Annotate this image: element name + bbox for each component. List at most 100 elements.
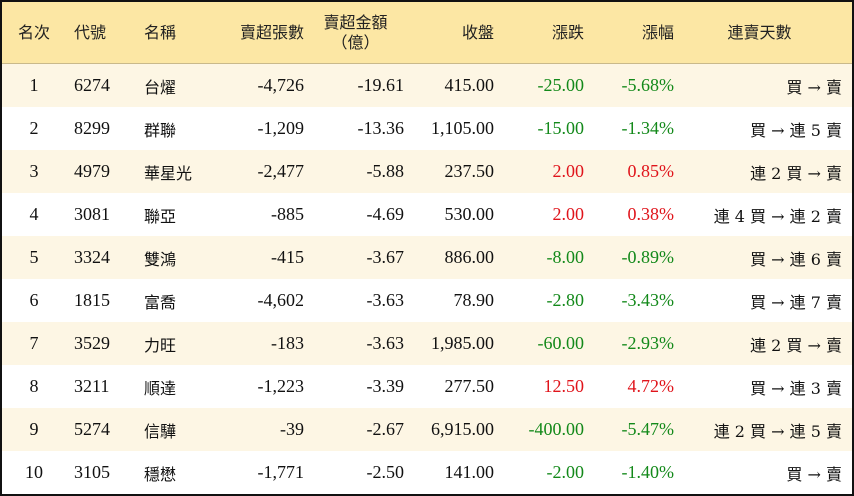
table-cell: 2 bbox=[29, 118, 39, 138]
table-cell: 4979 bbox=[74, 161, 110, 181]
table-cell: -1,771 bbox=[257, 462, 305, 482]
table-row: 10 3105 穩懋 -1,771 -2.50 141.00 -2.00 -1.40% 買 → … bbox=[2, 451, 852, 494]
table-cell: -60.00 bbox=[537, 333, 585, 353]
table-cell: 3324 bbox=[74, 247, 110, 267]
table-cell: 買 → 連 6 賣 bbox=[750, 249, 842, 269]
header-text: 名次 bbox=[17, 22, 50, 42]
table-cell: 買 → 連 5 賣 bbox=[750, 120, 842, 140]
header-text: （億） bbox=[331, 32, 380, 52]
table-cell: 277.50 bbox=[444, 376, 495, 396]
table-cell: -0.89% bbox=[621, 247, 675, 267]
table-cell: 141.00 bbox=[444, 462, 495, 482]
table-row: 6 1815 富喬 -4,602 -3.63 78.90 -2.80 -3.43% 買 → 連 … bbox=[2, 279, 852, 322]
table-cell: -19.61 bbox=[357, 75, 405, 95]
table-cell: -2.93% bbox=[621, 333, 675, 353]
table-cell: 78.90 bbox=[453, 290, 495, 310]
table-cell: -3.39 bbox=[366, 376, 405, 396]
table-cell: 3 bbox=[29, 161, 39, 181]
table-cell: -183 bbox=[271, 333, 304, 353]
table-cell: 3211 bbox=[74, 376, 110, 396]
table-cell: 6 bbox=[29, 290, 39, 310]
table-cell: 3081 bbox=[74, 204, 110, 224]
table-cell: 華星光 bbox=[144, 163, 193, 183]
table-cell: -2.50 bbox=[366, 462, 405, 482]
table-cell: 0.38% bbox=[627, 204, 675, 224]
table-cell: -1,223 bbox=[257, 376, 305, 396]
table-cell: 1 bbox=[29, 75, 39, 95]
table-cell: 群聯 bbox=[144, 120, 177, 140]
table-cell: 1815 bbox=[74, 290, 110, 310]
table-cell: 5274 bbox=[74, 419, 110, 439]
table-cell: 4 bbox=[29, 204, 39, 224]
header-cell: 代號 bbox=[74, 2, 134, 63]
header-cell: 漲跌 bbox=[497, 2, 584, 63]
table-cell: -4,726 bbox=[257, 75, 305, 95]
table-cell: 7 bbox=[29, 333, 39, 353]
table-cell: 530.00 bbox=[444, 204, 495, 224]
table-row: 5 3324 雙鴻 -415 -3.67 886.00 -8.00 -0.89% 買 → 連 6… bbox=[2, 236, 852, 279]
table-cell: 415.00 bbox=[444, 75, 495, 95]
table-cell: 6,915.00 bbox=[431, 419, 494, 439]
table-cell: 買 → 連 3 賣 bbox=[750, 378, 842, 398]
table-row: 2 8299 群聯 -1,209 -13.36 1,105.00 -15.00 -1.34% 買… bbox=[2, 107, 852, 150]
table-cell: -2.80 bbox=[546, 290, 585, 310]
table-cell: 1,985.00 bbox=[431, 333, 494, 353]
table-cell: 2.00 bbox=[552, 161, 585, 181]
table-cell: -885 bbox=[271, 204, 304, 224]
table-cell: 力旺 bbox=[144, 335, 177, 355]
table-cell: -13.36 bbox=[357, 118, 405, 138]
table-cell: 0.85% bbox=[627, 161, 675, 181]
table-cell: 買 → 連 7 賣 bbox=[750, 292, 842, 312]
table-cell: 8 bbox=[29, 376, 39, 396]
header-cell: 名稱 bbox=[144, 2, 224, 63]
table-cell: 12.50 bbox=[543, 376, 585, 396]
header-text: 名稱 bbox=[144, 22, 177, 42]
table-cell: 6274 bbox=[74, 75, 110, 95]
header-row: 名次 代號 名稱 賣超張數 賣超金額 （億） 收盤 漲跌 漲幅 連賣天數 bbox=[2, 2, 852, 64]
table-cell: 買 → 賣 bbox=[786, 464, 842, 484]
table-cell: -1,209 bbox=[257, 118, 305, 138]
table-cell: 2.00 bbox=[552, 204, 585, 224]
table-cell: -25.00 bbox=[537, 75, 585, 95]
table-cell: 3105 bbox=[74, 462, 110, 482]
table-cell: 台燿 bbox=[144, 77, 177, 97]
table-cell: -2,477 bbox=[257, 161, 305, 181]
header-cell: 名次 bbox=[2, 2, 66, 63]
table-cell: 連 4 買 → 連 2 賣 bbox=[713, 206, 842, 226]
table-cell: 穩懋 bbox=[144, 464, 177, 484]
table-row: 3 4979 華星光 -2,477 -5.88 237.50 2.00 0.85% 連 2 買 … bbox=[2, 150, 852, 193]
table-cell: 雙鴻 bbox=[144, 249, 177, 269]
table-cell: -15.00 bbox=[537, 118, 585, 138]
table-cell: 1,105.00 bbox=[431, 118, 494, 138]
table-cell: 10 bbox=[25, 462, 43, 482]
table-row: 8 3211 順達 -1,223 -3.39 277.50 12.50 4.72% 買 → 連 … bbox=[2, 365, 852, 408]
table-row: 9 5274 信驊 -39 -2.67 6,915.00 -400.00 -5.47% 連 2 … bbox=[2, 408, 852, 451]
header-text: 賣超張數 bbox=[239, 22, 304, 42]
table-cell: -5.47% bbox=[621, 419, 675, 439]
table-cell: 連 2 買 → 連 5 賣 bbox=[713, 421, 842, 441]
header-text: 代號 bbox=[74, 22, 107, 42]
table-cell: -8.00 bbox=[546, 247, 585, 267]
table-cell: 237.50 bbox=[444, 161, 495, 181]
table-cell: 連 2 買 → 賣 bbox=[750, 335, 842, 355]
table-cell: 9 bbox=[29, 419, 39, 439]
table-cell: 富喬 bbox=[144, 292, 177, 312]
table-cell: -4,602 bbox=[257, 290, 305, 310]
table-cell: -1.40% bbox=[621, 462, 675, 482]
table-cell: -1.34% bbox=[621, 118, 675, 138]
table-cell: -5.88 bbox=[366, 161, 405, 181]
header-text: 漲幅 bbox=[641, 22, 674, 42]
table-cell: -2.67 bbox=[366, 419, 405, 439]
table-cell: -3.63 bbox=[366, 290, 405, 310]
table-cell: 信驊 bbox=[144, 421, 177, 441]
header-text: 漲跌 bbox=[551, 22, 584, 42]
header-text: 收盤 bbox=[461, 22, 494, 42]
table-cell: -3.67 bbox=[366, 247, 405, 267]
table-cell: 順達 bbox=[144, 378, 177, 398]
table-row: 7 3529 力旺 -183 -3.63 1,985.00 -60.00 -2.93% 連 2 … bbox=[2, 322, 852, 365]
table-cell: -4.69 bbox=[366, 204, 405, 224]
table-cell: -415 bbox=[271, 247, 304, 267]
table-cell: -3.43% bbox=[621, 290, 675, 310]
table-cell: 買 → 賣 bbox=[786, 77, 842, 97]
